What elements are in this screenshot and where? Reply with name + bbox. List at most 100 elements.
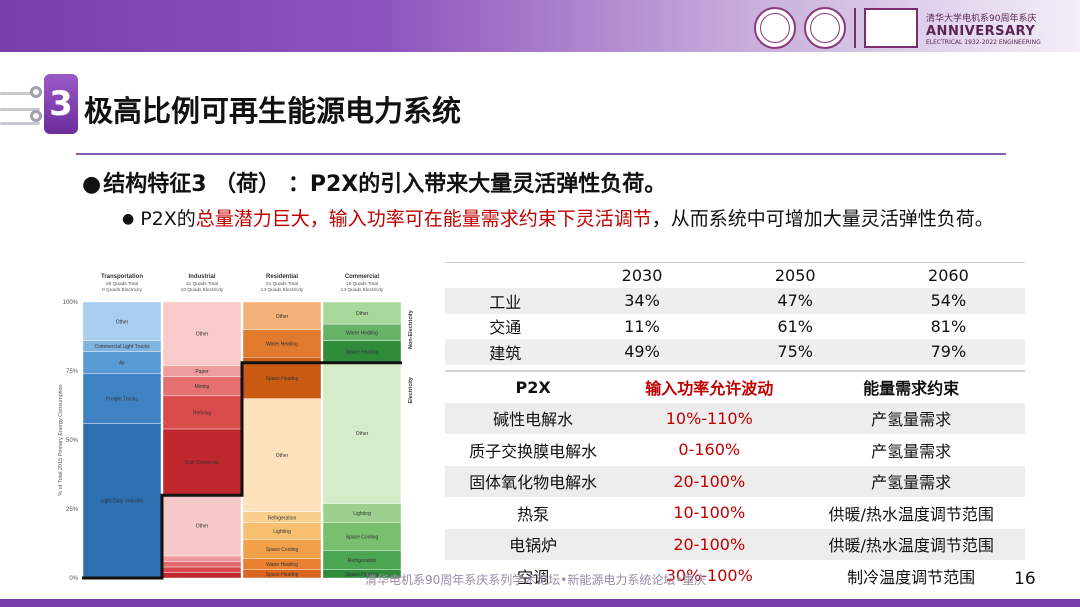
- segment-label: Water Heating: [266, 562, 298, 568]
- segment-label: Commercial Light Trucks: [94, 344, 150, 350]
- segment-label: Air: [119, 361, 125, 367]
- table-row: 热泵 10-100% 供暖/热水温度调节范围: [445, 497, 1025, 529]
- anniversary-logo: 清华大学电机系90周年系庆 ANNIVERSARY ELECTRICAL 193…: [926, 11, 1056, 46]
- potential-table: 2030 2050 2060 工业 34% 47% 54% 交通 11% 61% 81% 建筑 49% 7…: [445, 262, 1025, 365]
- table-header-cell: [445, 262, 566, 288]
- segment-label: Lighting: [273, 529, 291, 535]
- table-cell: 产氢量需求: [797, 434, 1025, 466]
- header-logos: 清华大学电机系90周年系庆 ANNIVERSARY ELECTRICAL 193…: [754, 6, 1056, 50]
- table-row: 建筑 49% 75% 79%: [445, 339, 1025, 365]
- chart-bar-segment: [82, 423, 162, 579]
- chart-bar-segment: [322, 522, 402, 551]
- segment-label: Space Cooling: [266, 547, 299, 553]
- column-subtitle: 0 Quads Electricity: [102, 287, 143, 293]
- segment-label: Lighting: [353, 511, 371, 517]
- table-cell: 10%-110%: [621, 402, 798, 434]
- y-tick-label: 100%: [63, 300, 79, 306]
- table-header-row: P2X 输入功率允许波动 能量需求约束: [445, 370, 1025, 403]
- table-cell: 61%: [718, 313, 872, 339]
- chart-bar-segment: [82, 301, 162, 341]
- table-cell: 11%: [565, 313, 719, 339]
- table-cell: 30%-100%: [621, 560, 798, 592]
- segment-label: Other: [196, 524, 209, 530]
- table-row: 空调 30%-100% 制冷温度调节范围: [445, 560, 1025, 592]
- y-axis-label: % of Total 2015 Primary Energy Consumpti…: [58, 384, 64, 495]
- section-number-badge: 3: [44, 74, 78, 134]
- segment-label: Space Heating: [346, 572, 379, 578]
- bullet-dot-icon: ●: [122, 211, 135, 227]
- segment-label: Other: [116, 319, 129, 325]
- bullet-suffix: ，从而系统中可增加大量灵活弹性负荷。: [651, 208, 994, 230]
- energy-consumption-chart: % of Total 2015 Primary Energy Consumpti…: [52, 268, 422, 598]
- plug-wire: [0, 92, 40, 95]
- table-cell: 制冷温度调节范围: [797, 560, 1025, 592]
- anniversary-line1: 清华大学电机系90周年系庆: [926, 13, 1037, 24]
- ee-building-logo-icon: [864, 8, 918, 48]
- table-header-cell: 能量需求约束: [797, 370, 1025, 403]
- table-row: 交通 11% 61% 81%: [445, 313, 1025, 339]
- chart-bar-segment: [162, 555, 242, 562]
- footer-text: 清华电机系90周年系庆系列学术论坛•新能源电力系统论坛•重庆: [365, 573, 707, 587]
- column-subtitle: 10 Quads Electricity: [181, 287, 224, 293]
- table-header-row: 2030 2050 2060: [445, 262, 1025, 288]
- column-subtitle: 14 Quads Electricity: [261, 287, 304, 293]
- bullet-heading-text: 结构特征3 （荷） ：P2X的引入带来大量灵活弹性负荷。: [103, 172, 667, 197]
- y-tick-label: 0%: [69, 576, 78, 582]
- logo-divider: [854, 8, 856, 48]
- page-number: 16: [1014, 569, 1036, 589]
- table-row: 碱性电解水 10%-110% 产氢量需求: [445, 402, 1025, 434]
- footer-band: [0, 599, 1080, 607]
- table-header-cell: P2X: [445, 370, 622, 403]
- table-cell: 固体氧化物电解水: [445, 465, 622, 497]
- table-cell: 75%: [718, 339, 872, 365]
- table-cell: 34%: [565, 288, 719, 314]
- segment-label: Refrigeration: [348, 558, 377, 564]
- table-cell: 质子交换膜电解水: [445, 434, 622, 466]
- bullet-dot-icon: ●: [82, 172, 102, 197]
- chart-svg: % of Total 2015 Primary Energy Consumpti…: [58, 274, 414, 582]
- table-cell: 49%: [565, 339, 719, 365]
- column-subtitle: 21 Quads Total: [266, 281, 298, 287]
- table-row: 电锅炉 20-100% 供暖/热水温度调节范围: [445, 528, 1025, 560]
- plug-icon: [30, 86, 42, 98]
- chart-bar-segment: [82, 373, 162, 424]
- table-header-cell: 2050: [718, 262, 872, 288]
- column-subtitle: 28 Quads Total: [106, 281, 138, 287]
- table-header-cell: 2060: [871, 262, 1025, 288]
- table-cell: 0-160%: [621, 434, 798, 466]
- table-header-cell: 输入功率允许波动: [621, 370, 798, 403]
- segment-label: Mining: [195, 384, 210, 390]
- table-cell: 供暖/热水温度调节范围: [797, 528, 1025, 560]
- segment-label: Space Heating: [346, 350, 379, 356]
- right-label: Electricity: [408, 376, 414, 403]
- chart-bar-segment: [162, 561, 242, 568]
- column-subtitle: 31 Quads Total: [186, 281, 218, 287]
- column-subtitle: 14 Quads Electricity: [341, 287, 384, 293]
- segment-label: Light-Duty Vehicles: [101, 499, 144, 505]
- y-tick-label: 25%: [66, 507, 79, 513]
- segment-label: Other: [356, 431, 369, 437]
- y-tick-label: 50%: [66, 438, 79, 444]
- segment-label: Freight Trucks: [106, 397, 138, 403]
- chart-bar-segment: [242, 301, 322, 330]
- bullet-prefix: P2X的: [140, 208, 196, 230]
- chart-bar-segment: [162, 301, 242, 366]
- bullet-highlight: 总量潜力巨大，输入功率可在能量需求约束下灵活调节: [195, 208, 652, 230]
- electricity-boundary-line: [82, 361, 402, 580]
- plug-wire: [0, 108, 40, 111]
- title-divider: [76, 153, 1006, 155]
- table-cell: 建筑: [445, 339, 566, 365]
- column-title: Industrial: [188, 274, 215, 280]
- department-seal-icon: [804, 7, 846, 49]
- table-cell: 10-100%: [621, 497, 798, 529]
- segment-label: Water Heating: [346, 330, 378, 336]
- column-title: Transportation: [101, 274, 143, 280]
- table-cell: 79%: [871, 339, 1025, 365]
- bullet-heading: ●结构特征3 （荷） ：P2X的引入带来大量灵活弹性负荷。: [82, 166, 666, 198]
- column-title: Commercial: [345, 274, 380, 280]
- y-tick-label: 75%: [66, 369, 79, 375]
- chart-bar-segment: [322, 362, 402, 504]
- bullet-body: ● P2X的总量潜力巨大，输入功率可在能量需求约束下灵活调节，从而系统中可增加大量…: [122, 206, 1002, 232]
- segment-label: Refining: [193, 410, 212, 416]
- right-label: Non-Electricity: [408, 309, 414, 349]
